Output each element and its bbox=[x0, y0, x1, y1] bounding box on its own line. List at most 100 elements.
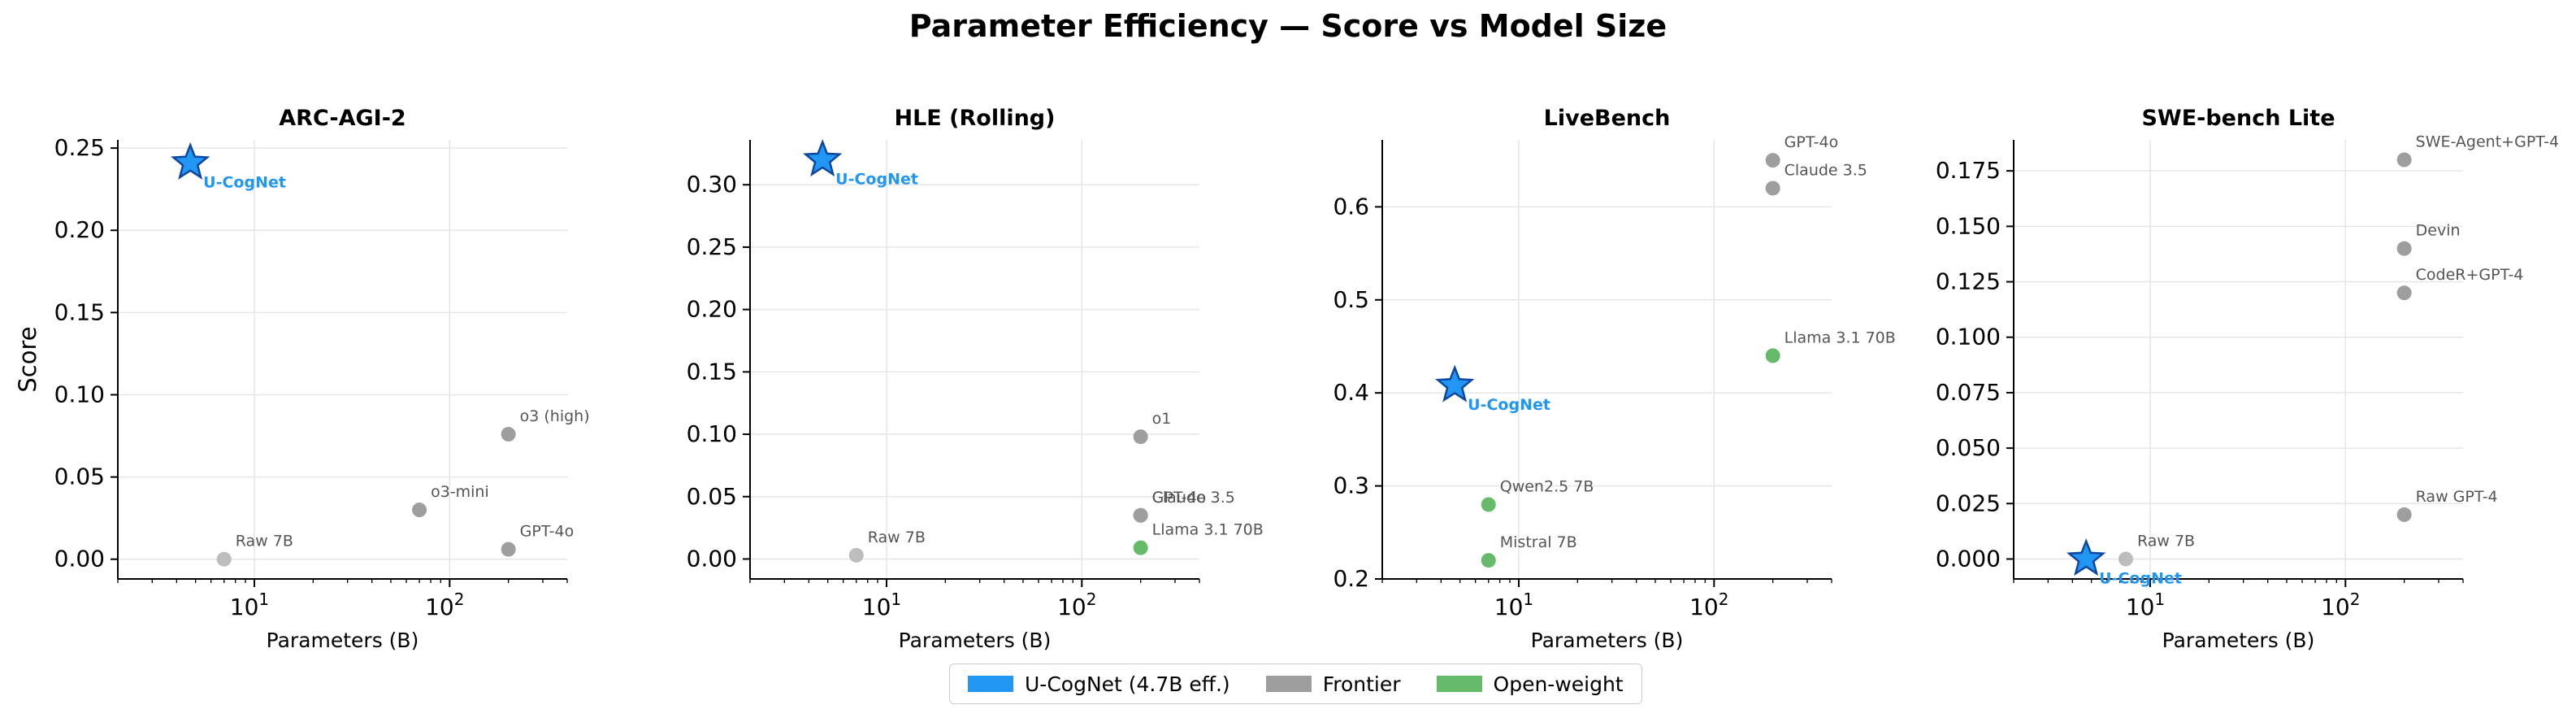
y-tick-label: 0.4 bbox=[1333, 379, 1369, 406]
chart-panel-1: 0.00 0.05 0.10 0.15 0.20 0.25 101 102 ARC-AGI-2 P… bbox=[14, 106, 590, 652]
point-label: Raw GPT-4 bbox=[2416, 488, 2498, 506]
y-tick-label: 0.20 bbox=[687, 296, 737, 323]
y-tick-label: 0.00 bbox=[54, 546, 105, 572]
y-tick-label: 0.175 bbox=[1936, 157, 2001, 184]
scatter-point-open bbox=[1765, 348, 1780, 363]
y-tick-label: 0.20 bbox=[54, 216, 105, 243]
y-tick-label: 0.10 bbox=[687, 420, 737, 447]
point-label: GPT-4o bbox=[1152, 489, 1207, 507]
scatter-point-frontier bbox=[1133, 507, 1148, 523]
scatter-point-raw bbox=[848, 547, 864, 563]
panel-title: LiveBench bbox=[1544, 106, 1671, 131]
figure-legend: U-CogNet (4.7B eff.) Frontier Open-weigh… bbox=[949, 664, 1642, 704]
point-label: Claude 3.5 bbox=[1152, 489, 1235, 507]
y-tick-label: 0.000 bbox=[1936, 545, 2001, 572]
x-axis-label: Parameters (B) bbox=[1531, 629, 1684, 652]
legend-swatch-frontier bbox=[1265, 676, 1312, 692]
x-tick-label: 101 bbox=[230, 590, 269, 620]
scatter-point-frontier bbox=[2396, 507, 2412, 522]
y-tick-label: 0.050 bbox=[1936, 434, 2001, 461]
point-label: CodeR+GPT-4 bbox=[2416, 266, 2524, 284]
y-axis-label: Score bbox=[14, 326, 41, 392]
legend-label-frontier: Frontier bbox=[1322, 672, 1401, 696]
point-label: o1 bbox=[1152, 410, 1172, 428]
figure-title: Parameter Efficiency — Score vs Model Si… bbox=[909, 8, 1667, 44]
chart-panel-4: 0.000 0.025 0.050 0.075 0.100 0.125 0.150 0.175… bbox=[1936, 106, 2559, 652]
point-label: o3 (high) bbox=[520, 407, 590, 425]
ucognet-point-label: U-CogNet bbox=[1468, 396, 1550, 414]
scatter-point-open bbox=[1481, 553, 1496, 568]
ucognet-point-label: U-CogNet bbox=[2099, 569, 2182, 587]
scatter-point-open bbox=[1481, 497, 1496, 512]
scatter-point-frontier bbox=[2396, 285, 2412, 301]
scatter-point-frontier bbox=[1765, 153, 1780, 168]
legend-swatch-open-weight bbox=[1436, 676, 1482, 692]
x-tick-label: 102 bbox=[1057, 590, 1096, 620]
x-tick-label: 101 bbox=[862, 590, 901, 620]
point-label: GPT-4o bbox=[520, 523, 575, 541]
legend-item-ucognet: U-CogNet (4.7B eff.) bbox=[968, 672, 1230, 696]
x-tick-label: 102 bbox=[1689, 590, 1728, 620]
panel-title: HLE (Rolling) bbox=[895, 106, 1056, 131]
y-tick-label: 0.25 bbox=[687, 233, 737, 260]
point-label: Claude 3.5 bbox=[1785, 161, 1867, 179]
y-tick-label: 0.30 bbox=[687, 171, 737, 198]
scatter-point-frontier bbox=[1133, 429, 1148, 445]
scatter-point-frontier bbox=[2396, 241, 2412, 256]
panel-title: SWE-bench Lite bbox=[2141, 106, 2335, 131]
y-tick-label: 0.15 bbox=[687, 358, 737, 385]
x-tick-label: 101 bbox=[2126, 590, 2165, 620]
scatter-point-raw bbox=[2118, 551, 2133, 567]
point-label: Raw 7B bbox=[236, 533, 293, 550]
legend-item-open-weight: Open-weight bbox=[1436, 672, 1624, 696]
point-label: Raw 7B bbox=[2137, 532, 2195, 550]
y-tick-label: 0.10 bbox=[54, 381, 105, 407]
scatter-point-frontier bbox=[501, 427, 516, 442]
y-tick-label: 0.100 bbox=[1936, 324, 2001, 350]
scatter-point-frontier bbox=[412, 503, 427, 518]
point-label: Raw 7B bbox=[868, 529, 926, 546]
point-label: SWE-Agent+GPT-4 bbox=[2416, 133, 2559, 151]
scatter-point-frontier bbox=[2396, 152, 2412, 168]
panel-title: ARC-AGI-2 bbox=[279, 106, 405, 131]
ucognet-star-marker bbox=[2066, 538, 2106, 577]
y-tick-label: 0.6 bbox=[1333, 193, 1369, 220]
y-tick-label: 0.05 bbox=[54, 463, 105, 490]
ucognet-star-marker bbox=[1435, 364, 1475, 403]
ucognet-star-marker bbox=[803, 139, 843, 177]
y-tick-label: 0.25 bbox=[54, 134, 105, 161]
chart-panel-3: 0.2 0.3 0.4 0.5 0.6 101 102 LiveBench Parameters… bbox=[1333, 106, 1895, 652]
point-label: Llama 3.1 70B bbox=[1152, 521, 1264, 539]
ucognet-star-marker bbox=[171, 141, 210, 180]
legend-swatch-ucognet bbox=[968, 676, 1013, 692]
x-tick-label: 102 bbox=[2321, 590, 2360, 620]
x-axis-label: Parameters (B) bbox=[899, 629, 1052, 652]
point-label: Qwen2.5 7B bbox=[1500, 477, 1594, 495]
x-axis-label: Parameters (B) bbox=[2162, 629, 2315, 652]
y-tick-label: 0.150 bbox=[1936, 212, 2001, 239]
y-tick-label: 0.075 bbox=[1936, 379, 2001, 406]
legend-item-frontier: Frontier bbox=[1265, 672, 1401, 696]
x-axis-label: Parameters (B) bbox=[267, 629, 419, 652]
y-tick-label: 0.3 bbox=[1333, 472, 1369, 499]
y-tick-label: 0.125 bbox=[1936, 268, 2001, 295]
chart-panel-2: 0.00 0.05 0.10 0.15 0.20 0.25 0.30 101 102 HLE (R… bbox=[687, 106, 1264, 652]
point-label: Llama 3.1 70B bbox=[1785, 329, 1896, 346]
scatter-point-frontier bbox=[501, 542, 516, 557]
point-label: GPT-4o bbox=[1785, 133, 1839, 151]
y-tick-label: 0.00 bbox=[687, 545, 737, 572]
x-tick-label: 101 bbox=[1494, 590, 1533, 620]
ucognet-point-label: U-CogNet bbox=[203, 173, 286, 191]
y-tick-label: 0.5 bbox=[1333, 286, 1369, 313]
scatter-point-open bbox=[1133, 540, 1148, 555]
y-tick-label: 0.025 bbox=[1936, 490, 2001, 516]
y-tick-label: 0.15 bbox=[54, 298, 105, 325]
x-tick-label: 102 bbox=[425, 590, 464, 620]
y-tick-label: 0.2 bbox=[1333, 565, 1369, 592]
legend-label-open-weight: Open-weight bbox=[1493, 672, 1624, 696]
point-label: o3-mini bbox=[431, 483, 489, 501]
y-tick-label: 0.05 bbox=[687, 483, 737, 510]
point-label: Devin bbox=[2416, 222, 2461, 240]
point-label: Mistral 7B bbox=[1500, 533, 1577, 551]
